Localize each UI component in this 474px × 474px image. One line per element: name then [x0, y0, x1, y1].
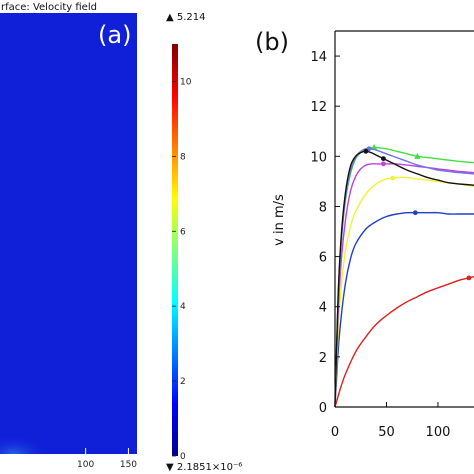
y-tick-label: 8: [319, 200, 327, 215]
panel-a-x-tick-label: 100: [77, 460, 94, 470]
x-tick-label: 100: [426, 425, 451, 440]
colorbar-max-label: ▲ 5.214: [166, 12, 206, 23]
series-line-6: [334, 150, 474, 408]
colorbar: ▲ 5.214 10 8 6 4 2 0 ▼ 2.1851×10⁻⁶: [166, 12, 242, 473]
series-line-1: [334, 211, 474, 408]
series-line-4: [334, 146, 474, 408]
y-tick-label: 6: [319, 251, 327, 266]
series-marker-4: [414, 152, 421, 159]
series-marker-6: [363, 148, 369, 154]
panel-a-label: (a): [98, 21, 131, 49]
y-tick-label: 2: [319, 351, 327, 366]
x-tick-label: 0: [331, 425, 339, 440]
series-marker-6: [380, 156, 386, 161]
series-line-5: [334, 147, 474, 408]
panel-a-velocity-field: rface: Velocity field (a) 100 150 ▲ 5.214…: [0, 2, 242, 473]
plot-series: [334, 144, 474, 408]
y-axis-label: v in m/s: [272, 194, 287, 246]
series-marker-2: [390, 175, 396, 181]
colorbar-tick-label: 0: [180, 452, 186, 462]
y-tick-label: 10: [310, 150, 327, 165]
plot-axes: [334, 30, 474, 408]
colorbar-tick-label: 4: [180, 302, 186, 312]
plot-ticks: 0 2 4 6 8 10 12 14 0 50 100: [310, 50, 450, 440]
series-line-2: [334, 176, 474, 408]
series-marker-3: [380, 161, 386, 167]
colorbar-tick-label: 8: [180, 152, 186, 162]
y-tick-label: 0: [319, 401, 327, 416]
series-line-3: [334, 163, 474, 408]
colorbar-tick-label: 2: [180, 377, 186, 387]
y-tick-label: 4: [319, 301, 327, 316]
y-tick-label: 14: [310, 50, 327, 65]
colorbar-ticks: 10 8 6 4 2 0: [172, 77, 192, 462]
y-tick-label: 12: [310, 100, 327, 115]
panel-b-label: (b): [255, 28, 289, 56]
x-tick-label: 50: [378, 425, 395, 440]
colorbar-gradient: [172, 44, 178, 456]
colorbar-tick-label: 6: [180, 227, 186, 237]
panel-a-x-ticks: 100 150: [77, 448, 137, 470]
panel-a-header: rface: Velocity field: [1, 2, 97, 13]
colorbar-tick-label: 10: [180, 77, 192, 87]
velocity-field-glow: [0, 380, 137, 454]
series-line-0: [334, 276, 474, 408]
series-marker-1: [412, 210, 418, 216]
panel-b-velocity-chart: (b) v in m/s 0 2 4 6 8 10 12 14 0 50 100: [255, 28, 474, 440]
series-marker-0: [466, 275, 472, 281]
panel-a-x-tick-label: 150: [120, 460, 137, 470]
colorbar-min-label: ▼ 2.1851×10⁻⁶: [166, 462, 242, 473]
